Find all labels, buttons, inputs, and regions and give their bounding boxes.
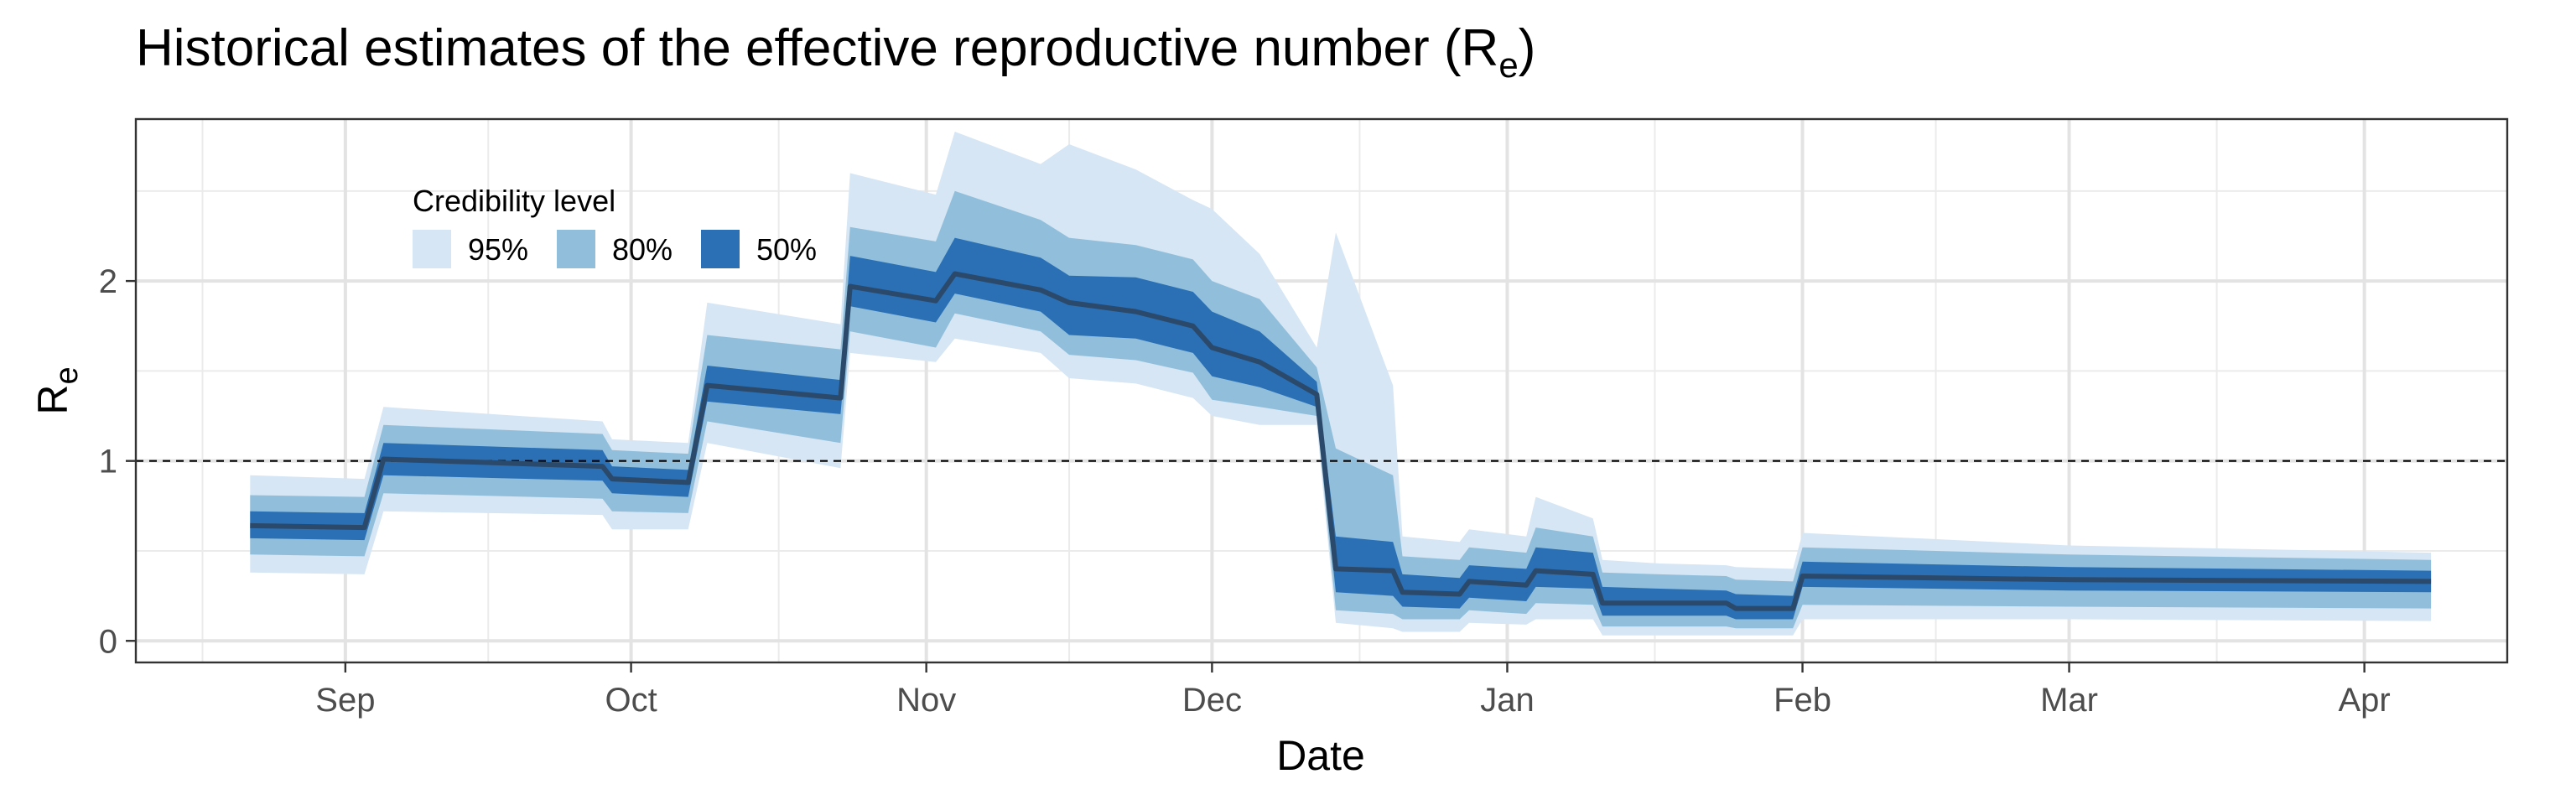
y-tick-label: 2 xyxy=(99,263,117,300)
x-tick-label: Feb xyxy=(1774,682,1831,719)
legend-title: Credibility level xyxy=(413,184,615,218)
y-tick-label: 0 xyxy=(99,623,117,660)
plot-border xyxy=(134,117,2509,664)
y-axis-title-main: R xyxy=(29,385,76,415)
chart-title-main: Historical estimates of the effective re… xyxy=(136,19,1498,77)
x-tick-label: Apr xyxy=(2339,682,2391,719)
x-tick-label: Oct xyxy=(605,682,657,719)
chart-title-close: ) xyxy=(1519,19,1536,77)
legend-label: 80% xyxy=(612,232,673,267)
x-axis: Sep Oct Nov Dec Jan Feb Mar Apr xyxy=(315,662,2391,719)
legend-swatch xyxy=(557,230,595,268)
x-tick-label: Nov xyxy=(896,682,956,719)
x-tick-label: Mar xyxy=(2040,682,2098,719)
x-tick-label: Dec xyxy=(1182,682,1242,719)
legend-swatch xyxy=(413,230,451,268)
ribbon-95 xyxy=(250,132,2432,636)
legend: Credibility level 95% 80% 50% xyxy=(413,184,817,268)
x-tick-label: Sep xyxy=(315,682,375,719)
y-tick-label: 1 xyxy=(99,444,117,480)
legend-label: 50% xyxy=(756,232,817,267)
y-axis-title: Re xyxy=(29,366,85,414)
y-axis: 0 1 2 xyxy=(99,263,136,660)
legend-swatch xyxy=(701,230,740,268)
legend-label: 95% xyxy=(468,232,528,267)
x-axis-title: Date xyxy=(1276,732,1365,779)
chart-title: Historical estimates of the effective re… xyxy=(136,19,1535,85)
median-line xyxy=(250,271,2432,611)
y-axis-title-subscript: e xyxy=(49,366,85,384)
x-tick-label: Jan xyxy=(1480,682,1535,719)
chart-title-subscript: e xyxy=(1498,45,1518,85)
